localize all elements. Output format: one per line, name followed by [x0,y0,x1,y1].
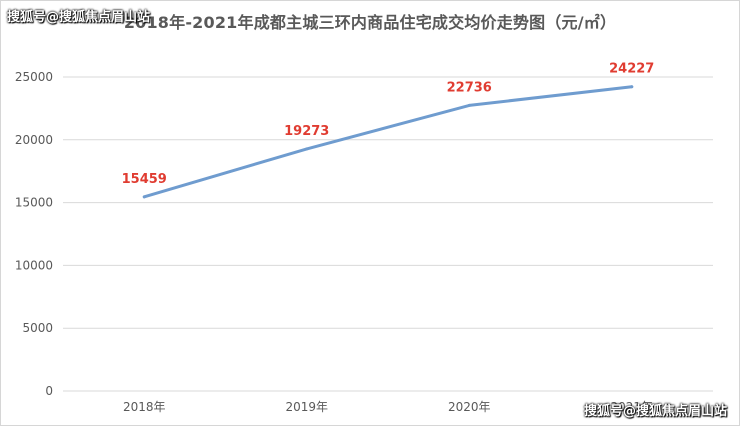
watermark-top: 搜狐号@搜狐焦点眉山站 [7,10,151,25]
series-line [142,85,634,199]
x-tick-label: 2018年 [123,400,166,414]
y-tick-label: 10000 [15,258,53,272]
watermark-bottom: 搜狐号@搜狐焦点眉山站 [583,404,727,419]
y-tick-label: 5000 [22,321,53,335]
y-tick-label: 15000 [15,196,53,210]
x-tick-label: 2021年 [610,400,653,414]
x-tick-label: 2020年 [448,400,491,414]
data-label: 22736 [447,80,492,95]
y-tick-label: 20000 [15,133,53,147]
y-tick-label: 0 [45,384,53,398]
data-label: 24227 [609,62,654,77]
data-label: 19273 [284,124,329,139]
x-tick-label: 2019年 [285,400,328,414]
data-point [142,195,146,199]
chart-title: 2018年-2021年成都主城三环内商品住宅成交均价走势图（元/㎡） [123,13,617,32]
y-tick-label: 25000 [15,70,53,84]
data-point [630,85,634,89]
data-label: 15459 [122,172,167,187]
data-point [467,103,471,107]
data-point [305,147,309,151]
